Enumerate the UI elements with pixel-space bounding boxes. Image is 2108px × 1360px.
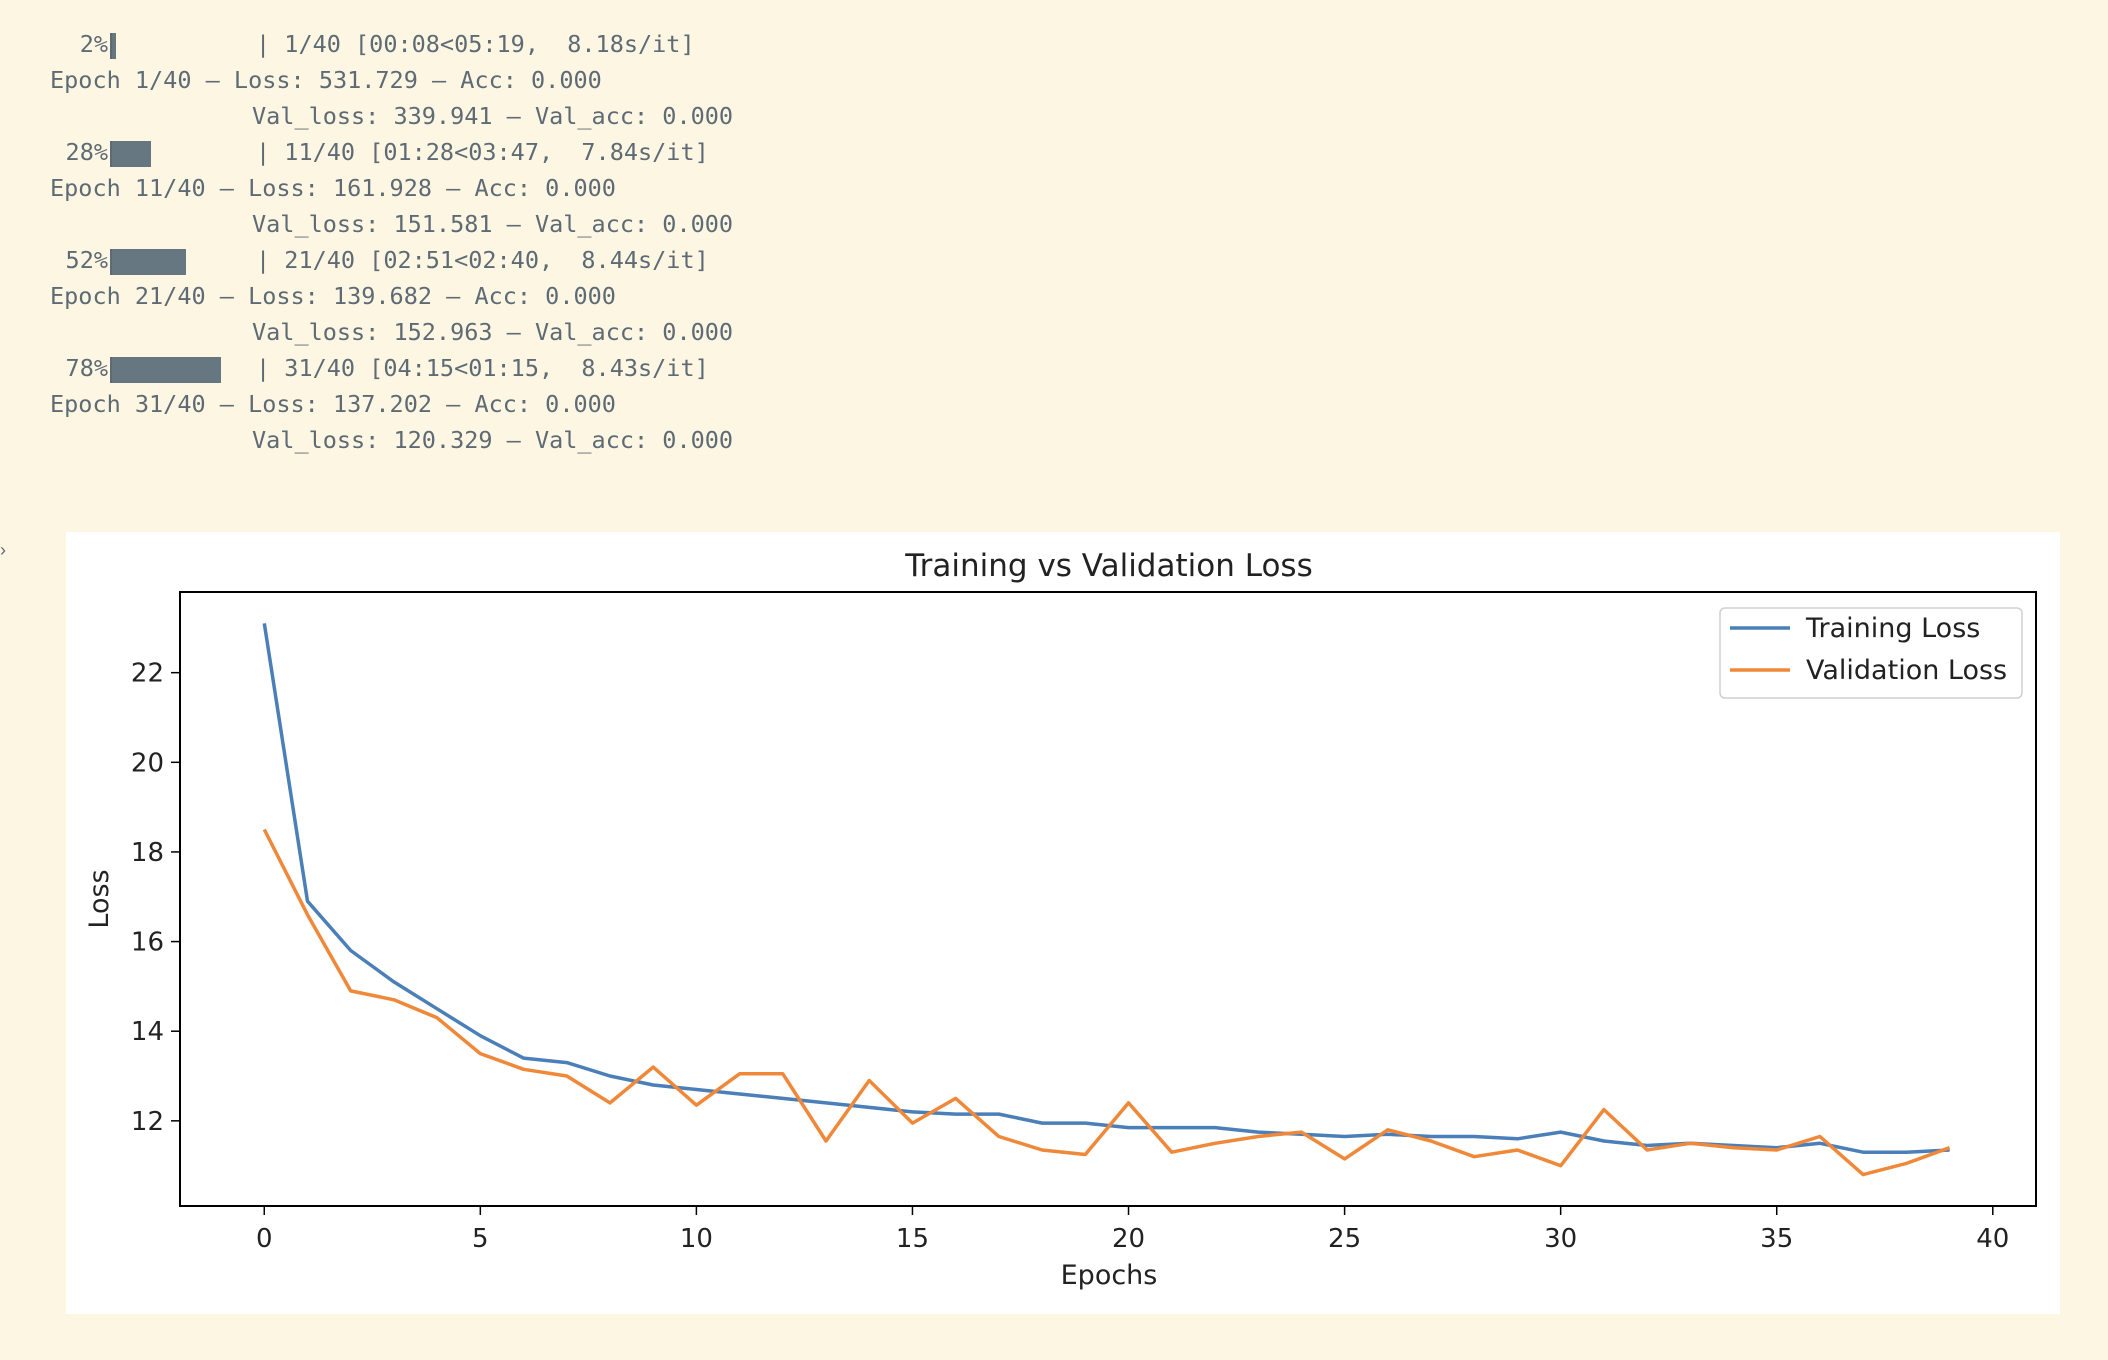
progress-line: 2% | 1/40 [00:08<05:19, 8.18s/it] [50,26,810,62]
progress-bar [110,140,252,167]
progress-percent: 78% [65,354,108,382]
series-lines [262,623,1951,1177]
epoch-line: Epoch 1/40 – Loss: 531.729 – Acc: 0.000 [50,66,602,94]
x-tick-label: 0 [256,1224,273,1254]
x-tick-label: 15 [896,1224,929,1254]
progress-info: | 21/40 [02:51<02:40, 8.44s/it] [256,246,709,274]
progress-bar-fill [112,140,151,167]
progress-bar [110,32,252,59]
progress-info: | 31/40 [04:15<01:15, 8.43s/it] [256,354,709,382]
val-line: Val_loss: 339.941 – Val_acc: 0.000 [252,102,734,130]
y-axis-label: Loss [84,869,115,928]
legend-label-training: Training Loss [1805,613,1980,644]
y-tick-label: 22 [131,659,164,689]
progress-line: 78% | 31/40 [04:15<01:15, 8.43s/it] [50,350,810,386]
val-line: Val_loss: 120.329 – Val_acc: 0.000 [252,426,734,454]
x-tick-label: 10 [680,1224,713,1254]
progress-bar [110,248,252,275]
x-tick-label: 20 [1112,1224,1145,1254]
progress-line: 52% | 21/40 [02:51<02:40, 8.44s/it] [50,242,810,278]
x-tick-label: 30 [1544,1224,1577,1254]
progress-info: | 1/40 [00:08<05:19, 8.18s/it] [256,30,695,58]
progress-percent: 52% [65,246,108,274]
progress-bar-fill [112,32,116,59]
val-line: Val_loss: 151.581 – Val_acc: 0.000 [252,210,734,238]
progress-percent: 2% [79,30,108,58]
val-line: Val_loss: 152.963 – Val_acc: 0.000 [252,318,734,346]
training-log-output: 2% | 1/40 [00:08<05:19, 8.18s/it] Epoch 1… [50,26,810,458]
y-tick-label: 14 [131,1017,164,1047]
chart-legend: Training Loss Validation Loss [1719,607,2023,699]
x-axis: 0 5 10 15 20 25 30 35 40 [256,1206,2009,1254]
epoch-line: Epoch 21/40 – Loss: 139.682 – Acc: 0.000 [50,282,616,310]
y-tick-label: 12 [131,1107,164,1137]
training-loss-line [262,623,1950,1154]
plot-frame [179,591,2037,1207]
progress-bar-fill [112,248,186,275]
legend-label-validation: Validation Loss [1806,655,2007,686]
chart-title: Training vs Validation Loss [904,548,1312,584]
x-axis-label: Epochs [1061,1260,1158,1291]
progress-line: 28% | 11/40 [01:28<03:47, 7.84s/it] [50,134,810,170]
y-tick-label: 16 [131,928,164,958]
output-prompt-marker: › [0,540,6,560]
legend-box [1719,607,2023,699]
x-tick-label: 25 [1328,1224,1361,1254]
y-axis: 12 14 16 18 20 22 [131,659,180,1137]
progress-info: | 11/40 [01:28<03:47, 7.84s/it] [256,138,709,166]
validation-loss-line [262,828,1951,1177]
epoch-line: Epoch 11/40 – Loss: 161.928 – Acc: 0.000 [50,174,616,202]
progress-percent: 28% [65,138,108,166]
x-tick-label: 35 [1760,1224,1793,1254]
loss-chart: Training vs Validation Loss 0 5 10 15 20 25 30… [84,548,2037,1291]
x-tick-label: 5 [472,1224,489,1254]
progress-bar [110,356,252,383]
epoch-line: Epoch 31/40 – Loss: 137.202 – Acc: 0.000 [50,390,616,418]
x-tick-label: 40 [1976,1224,2009,1254]
y-tick-label: 18 [131,838,164,868]
progress-bar-fill [112,356,221,383]
y-tick-label: 20 [131,748,164,778]
loss-chart-figure: Training vs Validation Loss 0 5 10 15 20 25 30… [66,532,2060,1314]
